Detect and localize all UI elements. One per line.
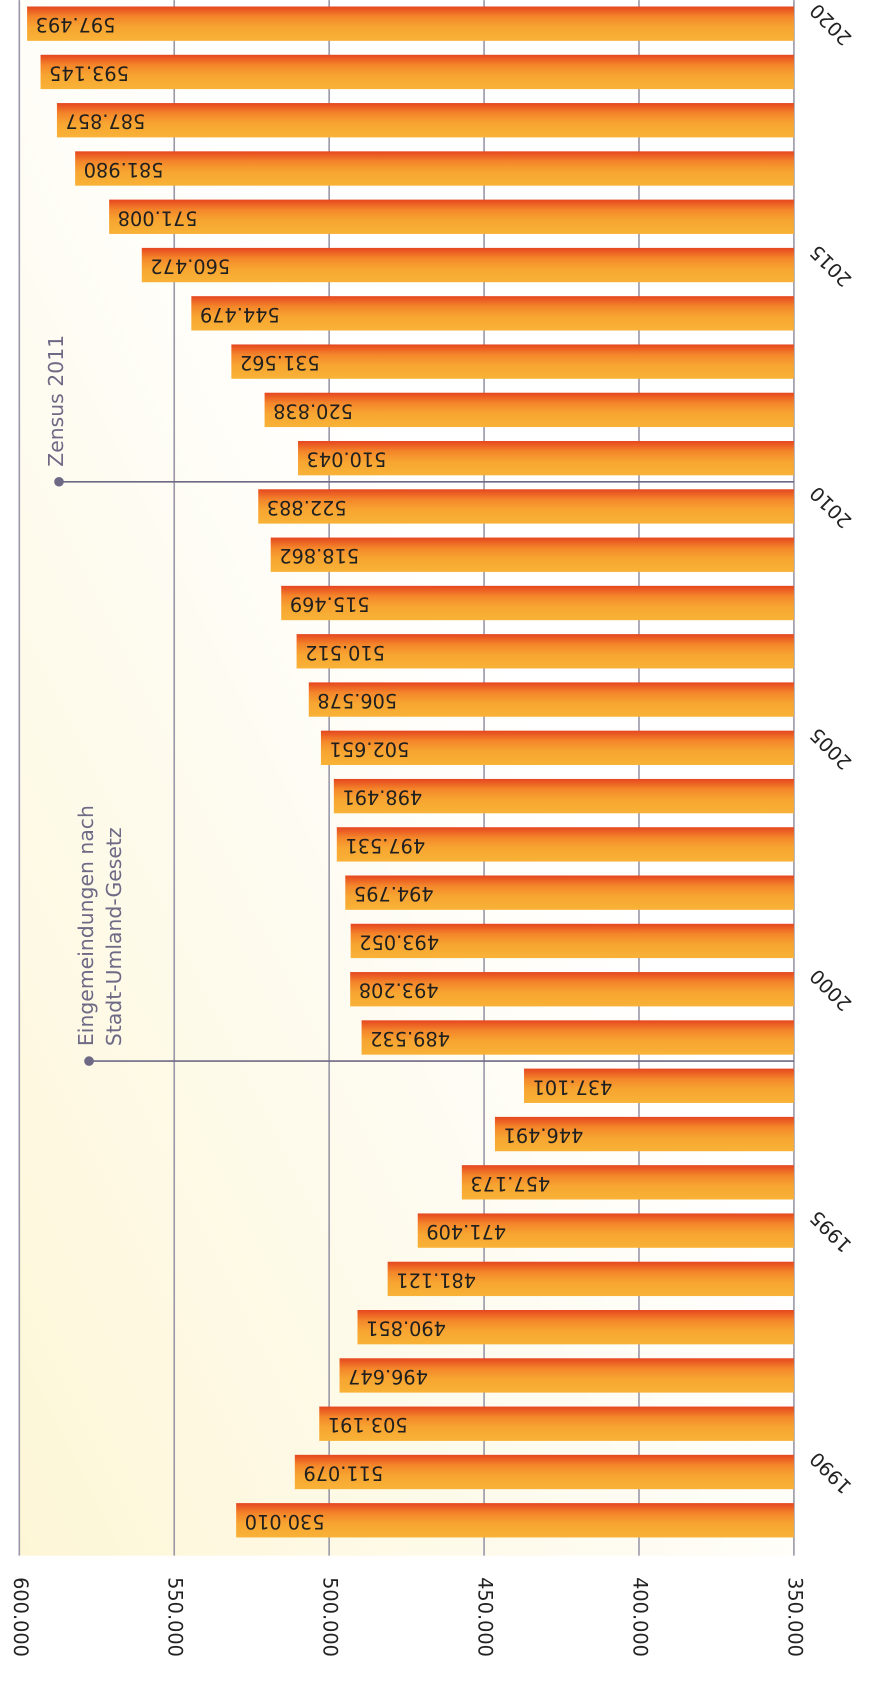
annotation-text: Stadt-Umland-Gesetz — [102, 827, 126, 1046]
value-label: 522.883 — [267, 496, 347, 519]
bar — [417, 1213, 794, 1248]
value-label: 497.531 — [345, 834, 425, 857]
value-label: 498.491 — [342, 786, 422, 809]
bar — [339, 1358, 794, 1393]
annotation-text: Zensus 2011 — [44, 335, 68, 467]
value-label: 446.491 — [504, 1124, 584, 1147]
value-label: 571.008 — [118, 206, 198, 229]
bar — [298, 441, 794, 476]
value-label: 587.857 — [66, 110, 146, 133]
bar — [336, 827, 794, 862]
bar — [141, 247, 794, 283]
bar — [333, 778, 794, 814]
bar — [319, 1406, 794, 1441]
value-label: 510.512 — [305, 641, 385, 664]
bar — [296, 634, 794, 669]
x-tick-label: 2020 — [805, 0, 856, 50]
value-label: 597.493 — [36, 13, 116, 36]
y-tick-label: 450.000 — [474, 1577, 497, 1657]
y-tick-label: 600.000 — [9, 1577, 32, 1657]
value-label: 490.851 — [366, 1317, 446, 1340]
value-label: 581.980 — [84, 158, 164, 181]
bar — [294, 1454, 794, 1490]
bar — [75, 151, 794, 186]
bar — [56, 103, 794, 138]
bar — [27, 6, 794, 41]
bar — [320, 730, 794, 766]
bar — [361, 1020, 794, 1055]
value-label: 496.647 — [348, 1365, 428, 1388]
bar — [350, 972, 794, 1007]
value-label: 471.409 — [426, 1220, 506, 1243]
value-label: 493.208 — [359, 979, 439, 1002]
x-tick-label: 1995 — [805, 1206, 856, 1257]
bar — [270, 537, 794, 572]
bar — [494, 1116, 794, 1152]
x-tick-label: 1990 — [805, 1447, 856, 1498]
bar — [345, 875, 794, 910]
bar — [264, 392, 794, 428]
value-label: 502.651 — [330, 737, 410, 760]
bar — [231, 344, 794, 379]
bar — [281, 585, 794, 621]
value-label: 437.101 — [533, 1075, 613, 1098]
y-tick-label: 400.000 — [628, 1577, 651, 1657]
value-label: 518.862 — [279, 544, 359, 567]
value-label: 481.121 — [396, 1268, 476, 1291]
value-label: 511.079 — [303, 1462, 383, 1485]
y-tick-label: 500.000 — [319, 1577, 342, 1657]
annotation-dot — [84, 1056, 94, 1066]
value-label: 510.043 — [307, 448, 387, 471]
annotation-dot — [54, 476, 64, 487]
value-label: 593.145 — [49, 61, 129, 84]
bar — [357, 1310, 794, 1345]
bar — [524, 1068, 794, 1103]
y-tick-label: 550.000 — [164, 1577, 187, 1657]
value-label: 493.052 — [359, 930, 439, 953]
bar — [461, 1165, 794, 1200]
bar — [109, 199, 794, 234]
value-label: 560.472 — [150, 255, 230, 278]
value-label: 494.795 — [354, 882, 434, 905]
value-label: 506.578 — [317, 689, 397, 712]
bar — [308, 682, 794, 717]
value-label: 531.562 — [240, 351, 320, 374]
value-label: 520.838 — [273, 399, 353, 422]
y-tick-label: 350.000 — [783, 1577, 806, 1657]
value-label: 515.469 — [290, 593, 370, 616]
bar — [40, 54, 794, 90]
bar — [236, 1503, 794, 1538]
x-tick-label: 2010 — [805, 482, 856, 533]
annotation-text: Eingemeindungen nach — [74, 805, 98, 1046]
x-tick-label: 2015 — [805, 240, 856, 291]
x-tick-label: 2000 — [805, 964, 856, 1015]
value-label: 457.173 — [470, 1172, 550, 1195]
bar — [350, 923, 794, 959]
value-label: 544.479 — [200, 303, 280, 326]
value-label: 503.191 — [328, 1413, 408, 1436]
bar — [258, 489, 794, 524]
value-label: 530.010 — [245, 1510, 325, 1533]
x-tick-label: 2005 — [805, 723, 856, 774]
value-label: 489.532 — [370, 1027, 450, 1050]
bar — [191, 296, 794, 331]
bar — [387, 1261, 794, 1297]
